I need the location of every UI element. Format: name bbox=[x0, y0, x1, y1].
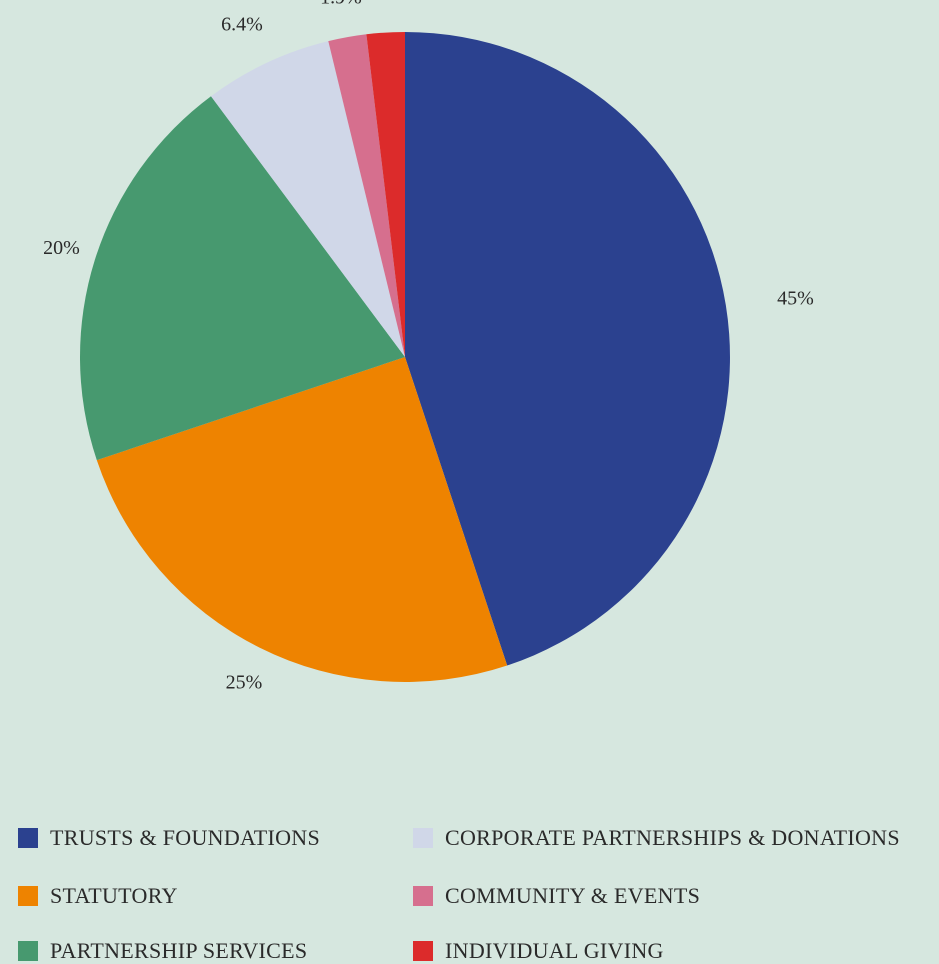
legend-item-individual: INDIVIDUAL GIVING bbox=[413, 938, 664, 964]
pie-chart: 45% 25% 20% 6.4% 1.9% bbox=[43, 0, 814, 693]
slice-value-label: 1.9% bbox=[320, 0, 362, 8]
legend-item-statutory: STATUTORY bbox=[18, 883, 178, 909]
legend-item-trusts: TRUSTS & FOUNDATIONS bbox=[18, 825, 320, 851]
legend-label: COMMUNITY & EVENTS bbox=[445, 883, 701, 908]
pie-slice bbox=[96, 357, 508, 682]
legend-swatch bbox=[18, 886, 38, 906]
legend-label: INDIVIDUAL GIVING bbox=[445, 938, 664, 963]
legend-label: TRUSTS & FOUNDATIONS bbox=[50, 825, 321, 850]
legend-item-partnership-services: PARTNERSHIP SERVICES bbox=[18, 938, 307, 964]
legend-label: CORPORATE PARTNERSHIPS & DONATIONS bbox=[445, 825, 900, 850]
pie-slice bbox=[405, 32, 730, 666]
legend-swatch bbox=[413, 886, 433, 906]
pie-slice bbox=[328, 34, 405, 358]
legend-swatch bbox=[413, 828, 433, 848]
legend-label: STATUTORY bbox=[50, 883, 178, 908]
pie-slice bbox=[211, 41, 405, 358]
legend-label: PARTNERSHIP SERVICES bbox=[50, 938, 308, 963]
legend-swatch bbox=[18, 828, 38, 848]
legend-item-community: COMMUNITY & EVENTS bbox=[413, 883, 700, 909]
slice-value-label: 6.4% bbox=[221, 14, 263, 36]
legend-swatch bbox=[18, 941, 38, 961]
slice-value-label: 45% bbox=[777, 287, 814, 309]
slice-value-label: 25% bbox=[226, 671, 263, 693]
slice-value-label: 20% bbox=[43, 237, 80, 259]
legend-item-corporate: CORPORATE PARTNERSHIPS & DONATIONS bbox=[413, 825, 900, 851]
pie-slice bbox=[366, 31, 405, 357]
legend-swatch bbox=[413, 941, 433, 961]
pie-slice bbox=[79, 96, 406, 461]
